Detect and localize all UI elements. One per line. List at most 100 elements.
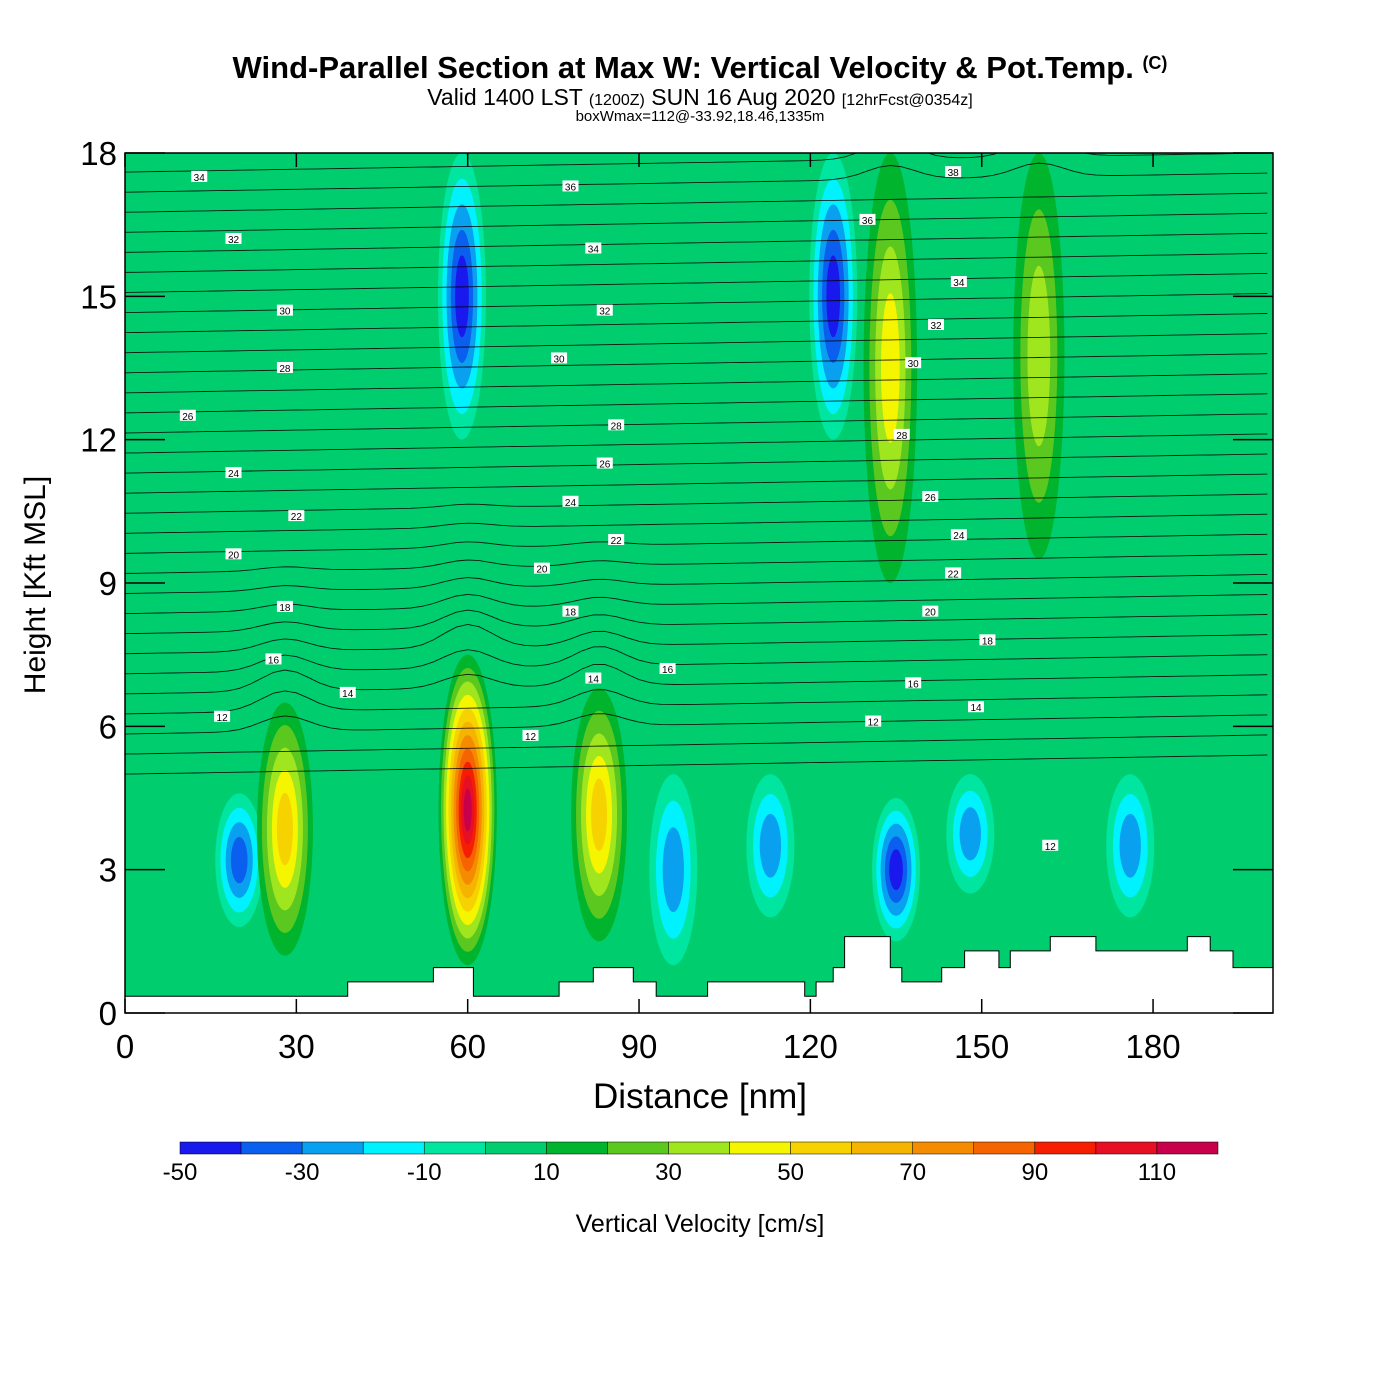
chart-subtitle: Valid 1400 LST (1200Z) SUN 16 Aug 2020 [… xyxy=(0,84,1400,111)
theta-label-box xyxy=(225,233,242,244)
theta-label: 18 xyxy=(279,603,291,614)
colorbar-tick-label: 70 xyxy=(899,1159,926,1186)
theta-label-box xyxy=(562,180,579,192)
colorbar-swatch xyxy=(1095,1141,1158,1155)
colorbar-tick-label: -10 xyxy=(407,1159,442,1186)
theta-label-box xyxy=(339,686,356,698)
colorbar-swatch xyxy=(912,1141,975,1155)
theta-label-box xyxy=(562,495,579,507)
theta-contour-line xyxy=(125,192,1268,213)
theta-label: 24 xyxy=(565,498,577,509)
theta-label-box xyxy=(585,242,602,254)
colorbar-swatch xyxy=(668,1141,730,1155)
theta-contour-line xyxy=(125,593,1268,615)
colorbar-swatch xyxy=(485,1141,547,1155)
theta-label: 24 xyxy=(953,531,965,542)
colorbar-tick-label: 50 xyxy=(777,1159,804,1186)
theta-label-box xyxy=(608,419,625,431)
updraft-cell xyxy=(591,778,608,851)
theta-label: 14 xyxy=(588,675,600,686)
y-axis-label: Height [Kft MSL] xyxy=(19,476,52,694)
theta-contour-line xyxy=(125,623,1268,655)
colorbar-swatch xyxy=(729,1141,791,1155)
x-tick-label: 30 xyxy=(278,1028,315,1065)
theta-label: 20 xyxy=(228,550,240,561)
x-tick-label: 120 xyxy=(783,1028,838,1065)
theta-label-box xyxy=(276,362,293,373)
theta-label: 36 xyxy=(862,216,874,227)
colorbar-swatch xyxy=(851,1141,913,1155)
updraft-cell xyxy=(881,293,900,443)
y-tick-label: 0 xyxy=(99,995,117,1032)
theta-contour-line xyxy=(125,609,1268,635)
theta-contour-line xyxy=(125,663,1268,695)
theta-contour-line xyxy=(125,453,1268,474)
downdraft-cell xyxy=(889,849,903,891)
forecast-info: [12hrFcst@0354z] xyxy=(841,92,973,109)
colorbar-label: Vertical Velocity [cm/s] xyxy=(576,1210,825,1238)
theta-contour-line xyxy=(125,713,1268,735)
theta-contour-line xyxy=(125,413,1268,434)
theta-contour-line xyxy=(125,734,1268,755)
theta-label: 20 xyxy=(925,608,937,619)
theta-label-box xyxy=(659,663,676,674)
colorbar-swatch xyxy=(1034,1141,1097,1155)
theta-label-box xyxy=(596,304,613,316)
colorbar-swatch xyxy=(301,1141,364,1155)
y-tick-label: 12 xyxy=(80,422,117,459)
theta-contour-line xyxy=(125,252,1268,273)
theta-label: 26 xyxy=(599,460,611,471)
theta-contour-line xyxy=(125,293,1268,314)
theta-label-box xyxy=(950,276,967,287)
theta-label-box xyxy=(179,409,196,421)
theta-contour-line xyxy=(125,513,1268,534)
x-tick-label: 90 xyxy=(621,1028,658,1065)
theta-label-box xyxy=(950,529,967,541)
theta-label-box xyxy=(225,467,242,479)
x-tick-label: 60 xyxy=(449,1028,486,1065)
colorbar-swatch xyxy=(179,1141,242,1155)
copyright-mark: (C) xyxy=(1142,53,1168,73)
theta-label-box xyxy=(225,548,242,560)
theta-label: 14 xyxy=(342,689,354,700)
theta-contour-line xyxy=(125,162,1268,193)
theta-label: 16 xyxy=(908,679,920,690)
theta-contour-line xyxy=(125,646,1268,675)
theta-label: 28 xyxy=(611,421,623,432)
terrain-profile xyxy=(125,936,1273,1013)
downdraft-cell xyxy=(959,807,981,861)
theta-label: 22 xyxy=(948,569,960,580)
theta-label: 30 xyxy=(554,354,566,365)
theta-label: 32 xyxy=(930,321,942,332)
theta-label-box xyxy=(276,600,293,612)
valid-date: SUN 16 Aug 2020 xyxy=(651,84,836,110)
theta-label-box xyxy=(945,166,962,178)
theta-label-box xyxy=(893,428,910,440)
velocity-field xyxy=(215,153,1155,966)
colorbar-tick-label: 30 xyxy=(655,1159,682,1186)
theta-label: 26 xyxy=(925,493,937,504)
theta-label-box xyxy=(191,170,208,182)
theta-label: 24 xyxy=(228,469,240,480)
theta-label-box xyxy=(562,605,579,617)
colorbar-swatch xyxy=(790,1141,852,1155)
theta-label: 14 xyxy=(970,703,982,714)
theta-label: 28 xyxy=(279,364,291,375)
theta-label-box xyxy=(288,510,305,522)
colorbar-swatch xyxy=(1156,1141,1219,1155)
updraft-cell xyxy=(276,792,293,866)
downdraft-cell xyxy=(1119,813,1141,878)
theta-label-box xyxy=(945,567,962,579)
theta-contour-line xyxy=(125,232,1268,253)
colorbar-swatch xyxy=(973,1141,1036,1155)
theta-label: 30 xyxy=(279,307,291,318)
downdraft-cell xyxy=(662,827,684,913)
theta-label-box xyxy=(979,634,996,646)
colorbar-tick-label: -50 xyxy=(163,1159,198,1186)
theta-label-box xyxy=(533,562,550,574)
theta-label: 28 xyxy=(896,431,908,442)
theta-label: 18 xyxy=(982,636,994,647)
y-tick-label: 9 xyxy=(99,565,117,602)
